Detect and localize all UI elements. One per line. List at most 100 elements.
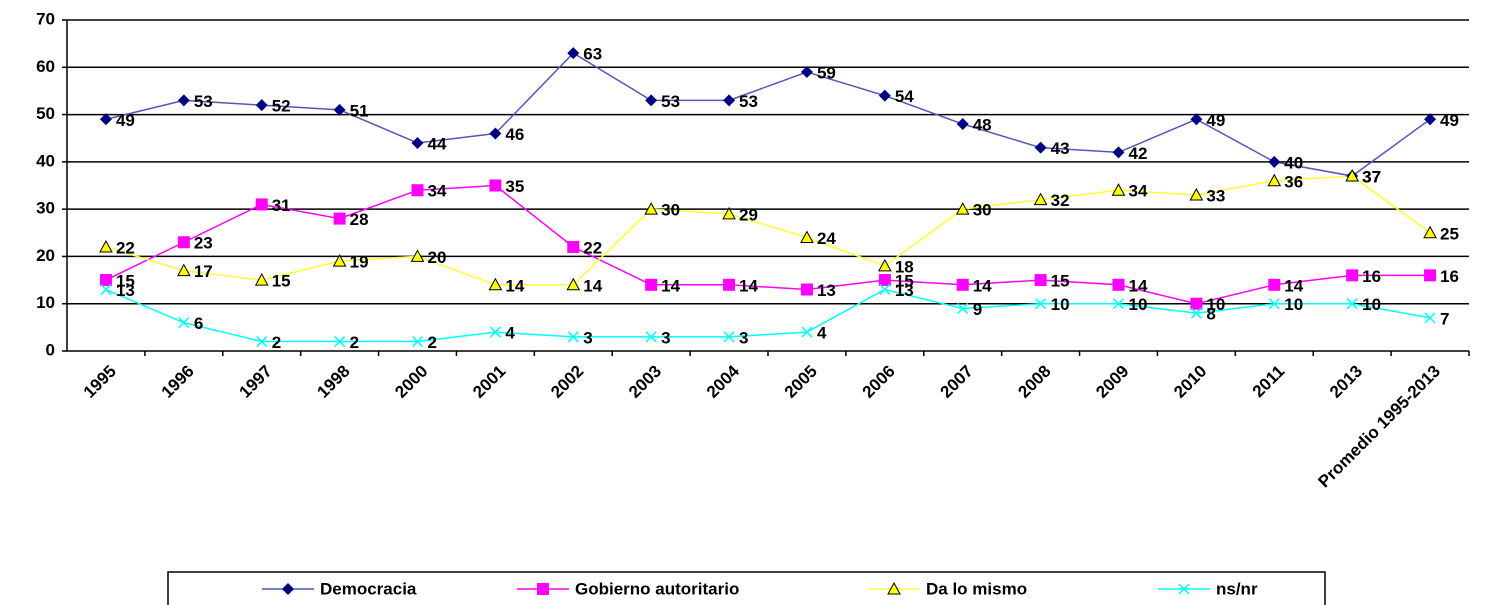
data-label: 4: [817, 324, 827, 343]
data-label: 4: [505, 324, 515, 343]
marker: [723, 278, 736, 291]
x-tick-label: 1998: [313, 362, 353, 402]
marker: [100, 283, 112, 296]
marker: [956, 278, 969, 291]
data-label: 10: [1206, 295, 1225, 314]
marker: [99, 113, 112, 126]
y-tick-label: 60: [36, 57, 55, 76]
data-label: 14: [1129, 276, 1148, 295]
marker: [1346, 298, 1358, 310]
data-label: 49: [116, 111, 135, 130]
data-label: 63: [583, 45, 602, 64]
marker: [1189, 187, 1204, 201]
marker: [1112, 146, 1125, 159]
marker: [1112, 278, 1125, 291]
y-tick-label: 10: [36, 293, 55, 312]
marker: [723, 94, 736, 107]
data-label: 36: [1284, 172, 1303, 191]
legend-label: Da lo mismo: [926, 579, 1027, 598]
data-label: 22: [583, 238, 602, 257]
marker: [1268, 155, 1281, 168]
data-label: 30: [973, 201, 992, 220]
marker: [1268, 278, 1281, 291]
y-tick-label: 0: [46, 340, 55, 359]
data-label: 6: [194, 314, 203, 333]
y-tick-label: 70: [36, 9, 55, 28]
data-label: 35: [505, 177, 524, 196]
data-label: 10: [1362, 295, 1381, 314]
marker: [800, 283, 813, 296]
data-label: 2: [272, 333, 281, 352]
data-label: 25: [1440, 224, 1459, 243]
marker: [1423, 225, 1437, 239]
x-tick-label: 2004: [703, 361, 744, 402]
data-label: 14: [739, 276, 758, 295]
series-line: [105, 288, 1431, 343]
marker: [411, 136, 424, 149]
marker: [567, 331, 579, 343]
marker: [567, 240, 580, 253]
data-label: 18: [895, 257, 914, 276]
marker: [1033, 192, 1048, 206]
series-line: [105, 175, 1431, 286]
data-label: 13: [817, 281, 836, 300]
marker: [411, 184, 424, 197]
data-label: 2: [428, 333, 437, 352]
data-label: 14: [661, 276, 680, 295]
x-tick-label: 2003: [625, 362, 665, 402]
x-tick-label: 1997: [236, 362, 276, 402]
marker: [1190, 307, 1202, 319]
y-tick-label: 40: [36, 151, 55, 170]
marker: [800, 66, 813, 79]
marker: [332, 254, 347, 267]
marker: [1178, 583, 1190, 595]
data-label: 48: [973, 116, 992, 135]
marker: [176, 263, 191, 277]
data-label: 49: [1206, 111, 1225, 130]
data-label: 8: [1206, 305, 1215, 324]
marker: [567, 47, 580, 60]
data-label: 15: [272, 272, 291, 291]
marker: [879, 283, 891, 296]
legend-label: ns/nr: [1216, 579, 1258, 598]
marker: [957, 302, 969, 314]
marker: [877, 258, 892, 272]
data-label: 3: [661, 328, 670, 347]
series-line: [105, 52, 1431, 177]
marker: [256, 336, 268, 348]
data-label: 14: [1284, 276, 1303, 295]
data-label: 30: [661, 201, 680, 220]
x-tick-label: 2000: [391, 362, 431, 402]
marker: [177, 94, 190, 107]
marker: [566, 277, 581, 291]
marker: [1268, 298, 1280, 310]
x-tick-label: 2010: [1170, 362, 1210, 402]
x-tick-label: 1995: [80, 362, 120, 402]
x-tick-label: 2011: [1249, 362, 1289, 402]
data-label: 9: [973, 300, 982, 319]
data-label: 54: [895, 87, 914, 106]
data-label: 34: [1129, 182, 1148, 201]
x-tick-label: 2001: [469, 362, 509, 402]
data-label: 20: [428, 248, 447, 267]
data-label: 42: [1129, 144, 1148, 163]
marker: [644, 202, 659, 215]
data-label: 3: [583, 328, 592, 347]
marker: [489, 127, 502, 140]
data-label: 3: [739, 328, 748, 347]
marker: [878, 89, 891, 102]
marker: [956, 118, 969, 131]
data-label: 14: [583, 276, 602, 295]
marker: [1035, 298, 1047, 310]
marker: [333, 212, 346, 225]
data-label: 51: [350, 101, 369, 120]
data-label: 29: [739, 205, 758, 224]
marker: [1034, 141, 1047, 154]
data-label: 52: [272, 97, 291, 116]
marker: [800, 230, 814, 244]
marker: [645, 94, 658, 107]
marker: [801, 326, 813, 338]
marker: [1112, 298, 1125, 310]
marker: [645, 331, 657, 343]
